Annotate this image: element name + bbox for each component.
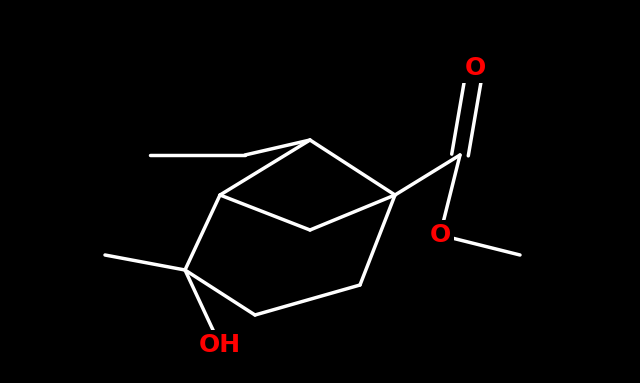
Text: O: O xyxy=(465,56,486,80)
Text: OH: OH xyxy=(199,333,241,357)
Text: O: O xyxy=(429,223,451,247)
